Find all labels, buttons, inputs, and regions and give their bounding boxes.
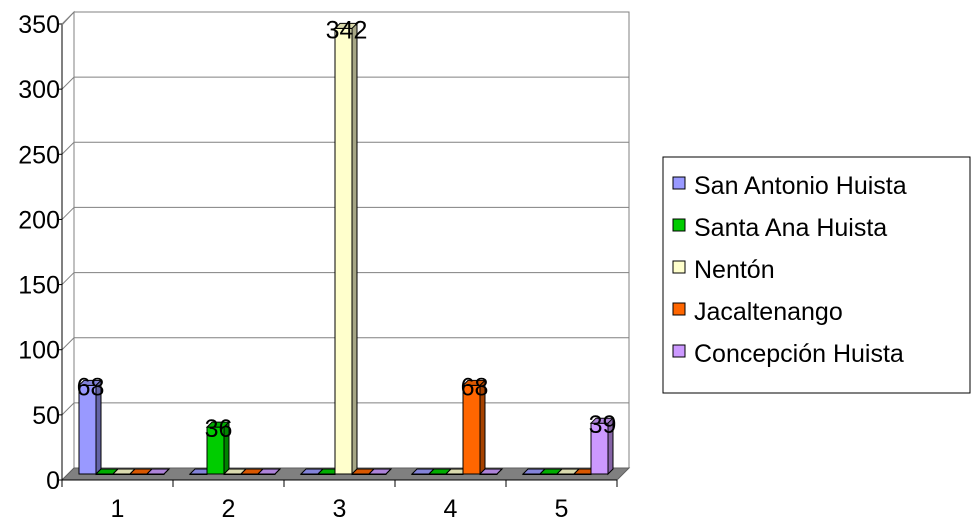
bar	[367, 468, 393, 475]
side-wall	[61, 10, 75, 482]
data-label: 36	[205, 415, 233, 443]
legend-swatch	[672, 302, 686, 316]
gridline-side	[61, 337, 75, 351]
data-label: 39	[589, 411, 617, 439]
y-tick-label: 350	[18, 11, 60, 39]
gridline-side	[61, 76, 75, 90]
x-axis-tick-labels: 1 2 3 4 5	[111, 495, 569, 523]
gridline-side	[61, 207, 75, 220]
y-tick-label: 50	[32, 402, 60, 430]
x-tick-label: 2	[222, 495, 236, 523]
data-label: 68	[461, 373, 489, 401]
y-tick-label: 0	[46, 467, 60, 495]
gridline-side	[61, 11, 75, 25]
legend-box	[662, 156, 971, 394]
data-label: 342	[326, 16, 368, 44]
x-tick-label: 5	[555, 495, 569, 523]
bar	[205, 420, 231, 476]
y-tick-label: 200	[18, 206, 60, 234]
x-tick-label: 3	[333, 495, 347, 523]
legend-swatch	[672, 176, 686, 190]
gridline-side	[61, 402, 75, 416]
x-tick-label: 1	[111, 495, 125, 523]
bar-side	[607, 416, 614, 476]
legend-label: San Antonio Huista	[694, 172, 907, 200]
legend-label: Jacaltenango	[694, 298, 843, 326]
bar-side	[496, 468, 503, 475]
y-tick-label: 300	[18, 76, 60, 104]
legend-label: Nentón	[694, 256, 775, 284]
bar-side	[163, 468, 170, 475]
legend-label: Santa Ana Huista	[694, 214, 887, 242]
bar	[256, 468, 282, 475]
gridline-side	[61, 272, 75, 285]
bar-front	[334, 27, 353, 475]
y-tick-label: 150	[18, 272, 60, 300]
y-axis-tick-labels: 0 50 100 150 200 250 300 350	[18, 11, 60, 495]
bar	[77, 379, 103, 476]
y-tick-label: 100	[18, 337, 60, 365]
y-tick-label: 250	[18, 141, 60, 169]
bar	[333, 22, 359, 476]
legend-swatch	[672, 218, 686, 232]
bar-side	[351, 22, 358, 476]
x-tick-label: 4	[444, 495, 458, 523]
bar-side	[274, 468, 281, 475]
bar	[145, 468, 171, 475]
axes	[57, 23, 618, 487]
bar	[589, 416, 615, 476]
legend: San Antonio Huista Santa Ana Huista Nentón…	[662, 156, 971, 394]
data-labels: 68 36 342 68 39	[77, 16, 617, 443]
legend-swatch	[672, 260, 686, 274]
gridline-side	[61, 141, 75, 155]
bar	[478, 468, 504, 475]
legend-label: Concepción Huista	[694, 340, 904, 368]
bars	[77, 22, 615, 476]
bar-side	[385, 468, 392, 475]
legend-swatch	[672, 344, 686, 358]
data-label: 68	[77, 373, 105, 401]
